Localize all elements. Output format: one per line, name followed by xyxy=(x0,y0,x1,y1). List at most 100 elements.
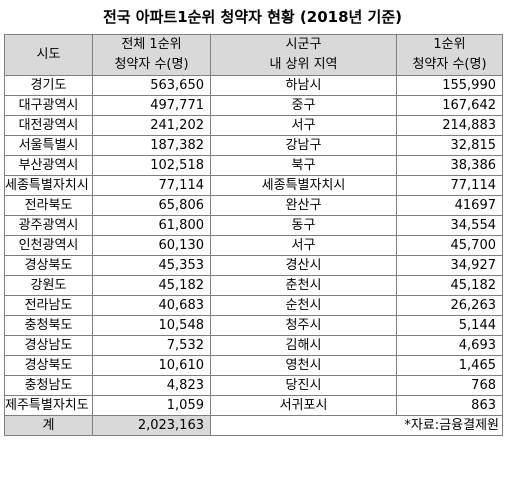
top-count-cell: 155,990 xyxy=(396,75,503,96)
top-area-cell: 당진시 xyxy=(210,375,397,396)
top-area-cell: 북구 xyxy=(210,155,397,176)
total-cell: 7,532 xyxy=(92,335,211,356)
total-cell: 4,823 xyxy=(92,375,211,396)
table-row: 인천광역시 60,130 서구 45,700 xyxy=(4,235,503,256)
header-region: 시도 xyxy=(4,34,93,76)
total-cell: 241,202 xyxy=(92,115,211,136)
top-count-cell: 34,927 xyxy=(396,255,503,276)
top-area-cell: 서귀포시 xyxy=(210,395,397,416)
subscriber-table: 시도 전체 1순위 시군구 1순위 청약자 수(명) 내 상위 지역 청약자 수… xyxy=(4,34,503,436)
top-area-cell: 춘천시 xyxy=(210,275,397,296)
table-row: 경상북도 10,610 영천시 1,465 xyxy=(4,355,503,376)
total-cell: 77,114 xyxy=(92,175,211,196)
total-cell: 65,806 xyxy=(92,195,211,216)
table-row: 전라북도 65,806 완산구 41697 xyxy=(4,195,503,216)
table-row: 광주광역시 61,800 동구 34,554 xyxy=(4,215,503,236)
header-top-count-line2: 청약자 수(명) xyxy=(396,55,503,76)
region-cell: 충청북도 xyxy=(4,315,93,336)
table-row: 전라남도 40,683 순천시 26,263 xyxy=(4,295,503,316)
table-row: 경기도 563,650 하남시 155,990 xyxy=(4,75,503,96)
top-area-cell: 동구 xyxy=(210,215,397,236)
total-cell: 1,059 xyxy=(92,395,211,416)
total-cell: 10,548 xyxy=(92,315,211,336)
top-count-cell: 4,693 xyxy=(396,335,503,356)
top-area-cell: 순천시 xyxy=(210,295,397,316)
region-cell: 서울특별시 xyxy=(4,135,93,156)
region-cell: 부산광역시 xyxy=(4,155,93,176)
top-area-cell: 완산구 xyxy=(210,195,397,216)
region-cell: 대전광역시 xyxy=(4,115,93,136)
table-row: 부산광역시 102,518 북구 38,386 xyxy=(4,155,503,176)
table-row: 충청남도 4,823 당진시 768 xyxy=(4,375,503,396)
top-count-cell: 1,465 xyxy=(396,355,503,376)
top-count-cell: 38,386 xyxy=(396,155,503,176)
region-cell: 경기도 xyxy=(4,75,93,96)
top-count-cell: 32,815 xyxy=(396,135,503,156)
total-cell: 60,130 xyxy=(92,235,211,256)
total-cell: 61,800 xyxy=(92,215,211,236)
total-cell: 102,518 xyxy=(92,155,211,176)
top-area-cell: 청주시 xyxy=(210,315,397,336)
top-area-cell: 영천시 xyxy=(210,355,397,376)
top-area-cell: 하남시 xyxy=(210,75,397,96)
top-area-cell: 세종특별자치시 xyxy=(210,175,397,196)
region-cell: 경상북도 xyxy=(4,255,93,276)
header-row: 시도 전체 1순위 시군구 1순위 xyxy=(4,34,503,76)
table-title: 전국 아파트1순위 청약자 현황 (2018년 기준) xyxy=(102,8,402,26)
total-cell: 45,182 xyxy=(92,275,211,296)
total-cell: 10,610 xyxy=(92,355,211,376)
region-cell: 세종특별자치시 xyxy=(4,175,93,196)
table-row: 강원도 45,182 춘천시 45,182 xyxy=(4,275,503,296)
table-row: 세종특별자치시 77,114 세종특별자치시 77,114 xyxy=(4,175,503,196)
total-cell: 40,683 xyxy=(92,295,211,316)
header-top-count-line1: 1순위 xyxy=(396,34,503,55)
top-count-cell: 45,700 xyxy=(396,235,503,256)
region-cell: 광주광역시 xyxy=(4,215,93,236)
total-row: 계 2,023,163 *자료:금융결제원 xyxy=(4,415,503,436)
region-cell: 충청남도 xyxy=(4,375,93,396)
top-count-cell: 45,182 xyxy=(396,275,503,296)
top-area-cell: 강남구 xyxy=(210,135,397,156)
region-cell: 대구광역시 xyxy=(4,95,93,116)
top-count-cell: 167,642 xyxy=(396,95,503,116)
header-row: 청약자 수(명) 내 상위 지역 청약자 수(명) xyxy=(5,55,503,76)
top-area-cell: 서구 xyxy=(210,115,397,136)
grand-total: 2,023,163 xyxy=(92,415,211,436)
top-count-cell: 768 xyxy=(396,375,503,396)
total-cell: 563,650 xyxy=(92,75,211,96)
top-area-cell: 경산시 xyxy=(210,255,397,276)
header-total-line2: 청약자 수(명) xyxy=(92,55,211,76)
top-count-cell: 26,263 xyxy=(396,295,503,316)
top-area-cell: 중구 xyxy=(210,95,397,116)
header-top-line2: 내 상위 지역 xyxy=(210,55,397,76)
source-note: *자료:금융결제원 xyxy=(210,415,503,436)
region-cell: 인천광역시 xyxy=(4,235,93,256)
table-row: 대구광역시 497,771 중구 167,642 xyxy=(4,95,503,116)
top-count-cell: 34,554 xyxy=(396,215,503,236)
top-count-cell: 214,883 xyxy=(396,115,503,136)
table-row: 경상북도 45,353 경산시 34,927 xyxy=(4,255,503,276)
region-cell: 전라북도 xyxy=(4,195,93,216)
region-cell: 경상북도 xyxy=(4,355,93,376)
top-area-cell: 김해시 xyxy=(210,335,397,356)
header-top-line1: 시군구 xyxy=(210,34,397,55)
region-cell: 제주특별자치도 xyxy=(4,395,93,416)
top-count-cell: 863 xyxy=(396,395,503,416)
total-cell: 45,353 xyxy=(92,255,211,276)
top-count-cell: 41697 xyxy=(396,195,503,216)
region-cell: 전라남도 xyxy=(4,295,93,316)
table-row: 경상남도 7,532 김해시 4,693 xyxy=(4,335,503,356)
total-cell: 187,382 xyxy=(92,135,211,156)
total-label: 계 xyxy=(4,415,93,436)
header-total-line1: 전체 1순위 xyxy=(92,34,211,55)
table-row: 충청북도 10,548 청주시 5,144 xyxy=(4,315,503,336)
table-row: 제주특별자치도 1,059 서귀포시 863 xyxy=(4,395,503,416)
region-cell: 강원도 xyxy=(4,275,93,296)
top-area-cell: 서구 xyxy=(210,235,397,256)
top-count-cell: 77,114 xyxy=(396,175,503,196)
region-cell: 경상남도 xyxy=(4,335,93,356)
table-row: 대전광역시 241,202 서구 214,883 xyxy=(4,115,503,136)
total-cell: 497,771 xyxy=(92,95,211,116)
top-count-cell: 5,144 xyxy=(396,315,503,336)
